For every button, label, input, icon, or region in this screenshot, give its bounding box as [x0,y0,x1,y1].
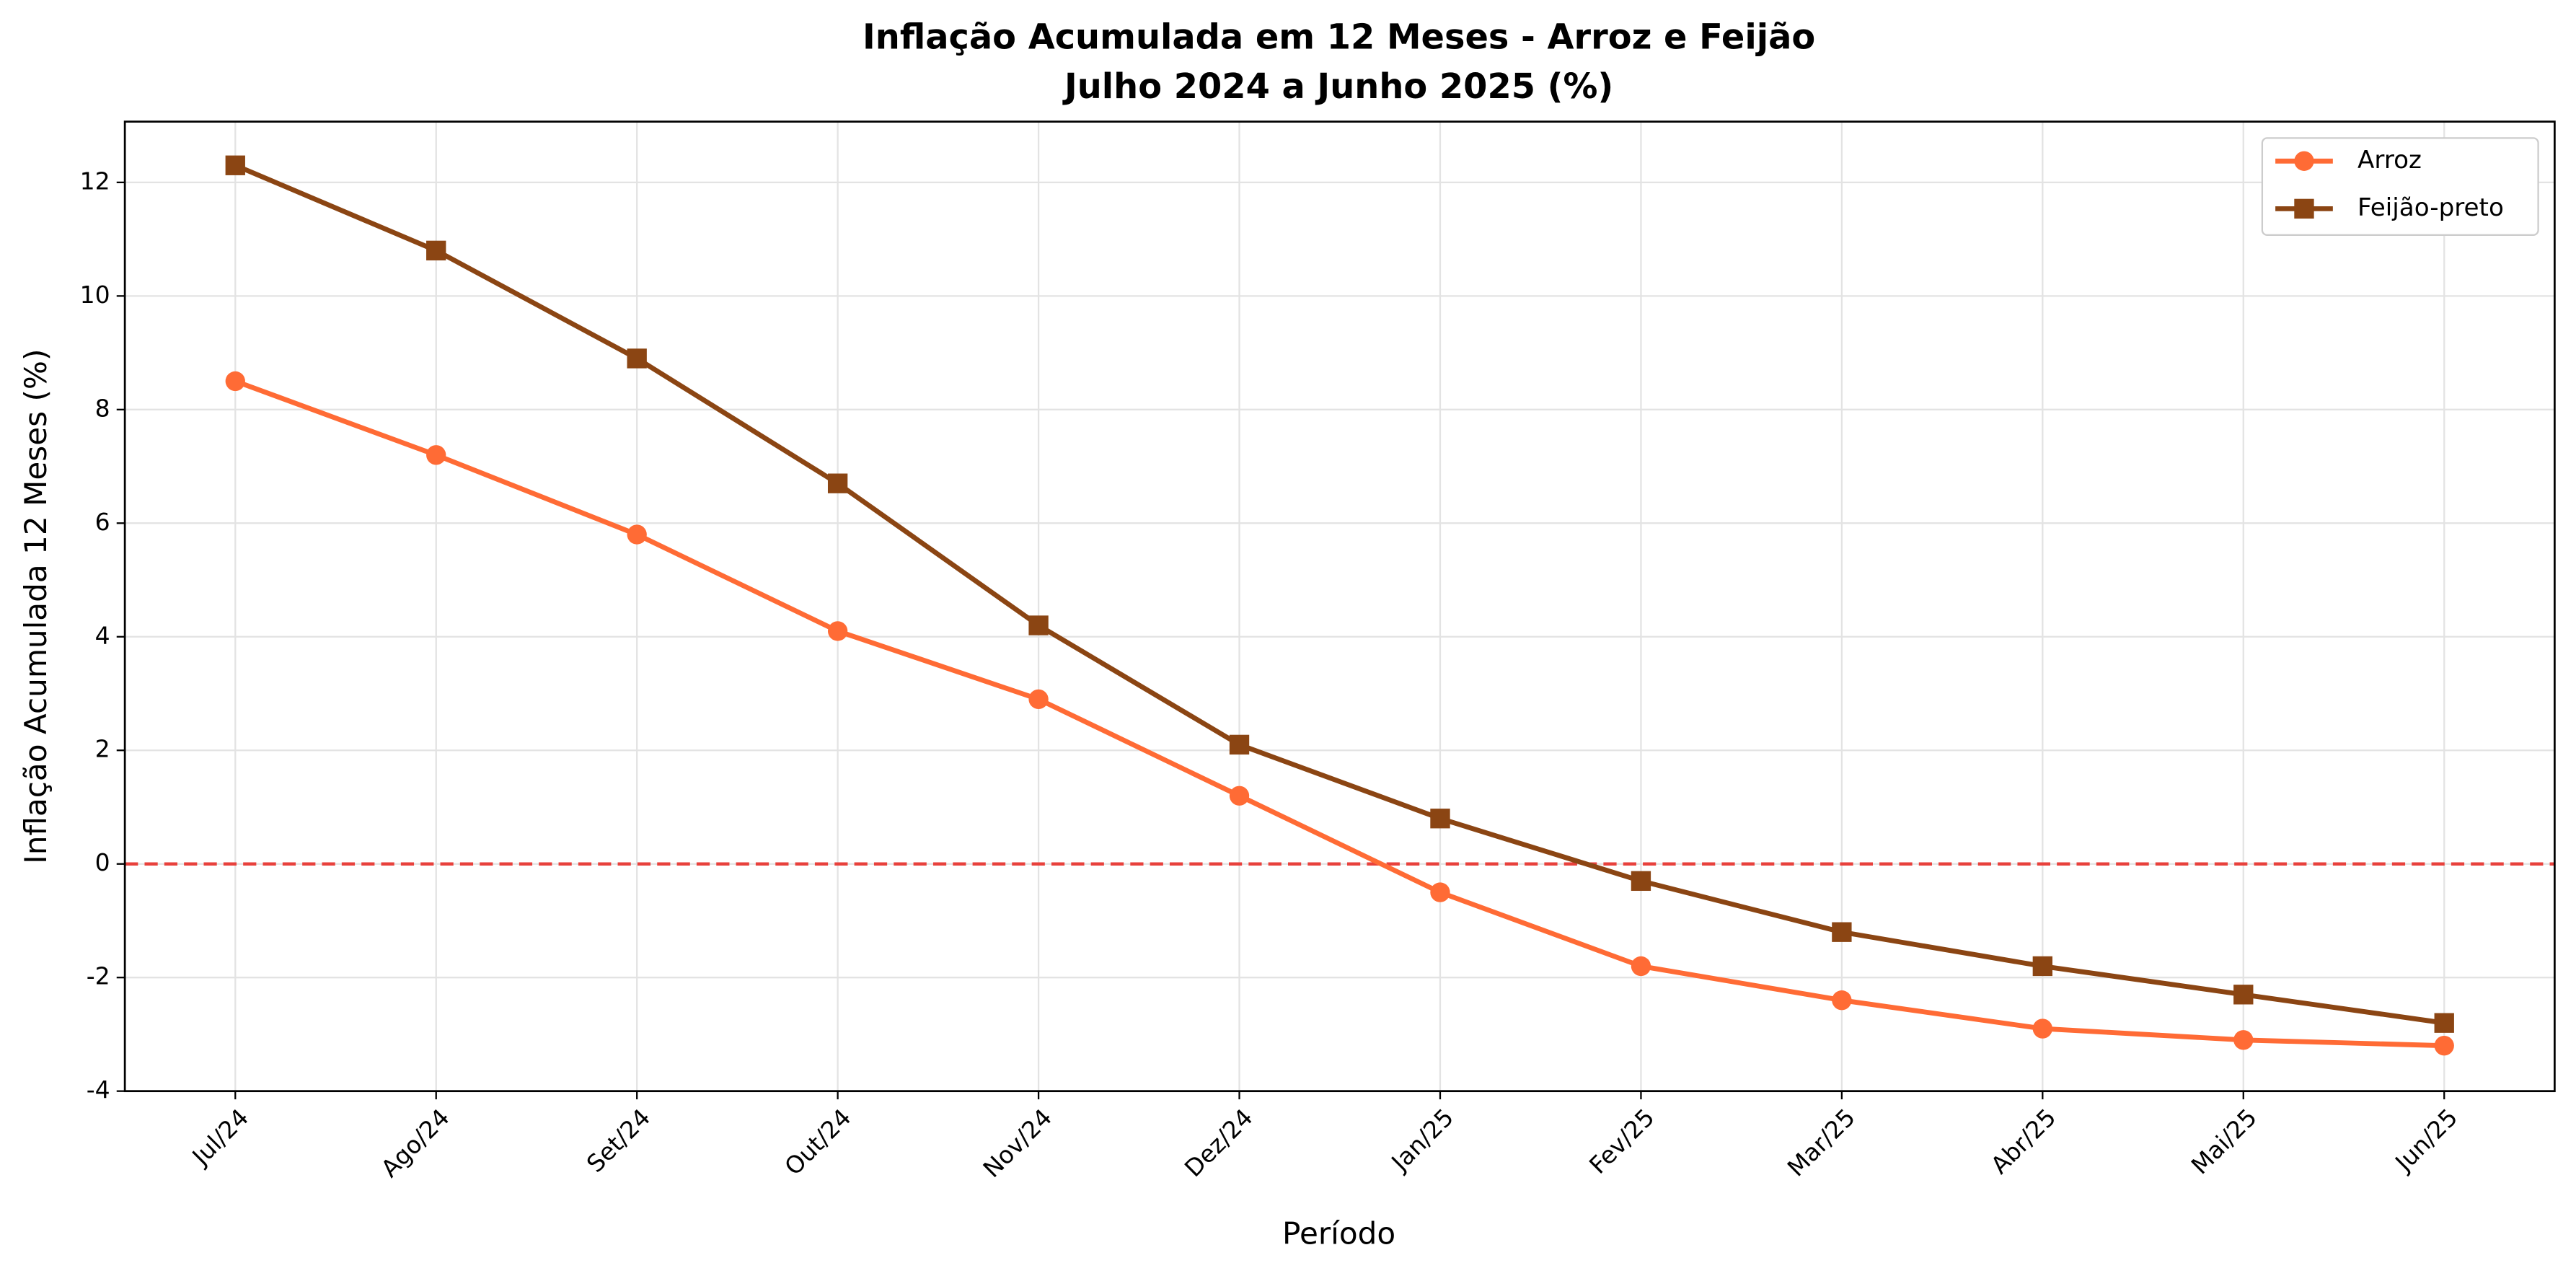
data-point [426,445,446,465]
data-point [1229,734,1250,755]
data-point [2434,1036,2454,1056]
y-tick-label: 8 [95,394,110,422]
data-point [1832,922,1852,942]
y-tick-label: 2 [95,735,110,763]
data-line [234,379,2445,1049]
data-point [2032,1018,2053,1039]
chart-subtitle: Julho 2024 a Junho 2025 (%) [1062,67,1613,107]
data-point [1430,882,1450,902]
data-line [234,163,2445,1026]
y-tick-label: 4 [95,621,110,649]
x-tick-label: Mai/25 [2186,1103,2262,1179]
data-point [1631,956,1651,977]
y-axis-label: Inflação Acumulada 12 Meses (%) [18,349,53,864]
y-tick-label: 6 [95,508,110,536]
data-point [827,473,848,493]
data-point [827,621,848,641]
x-tick-label: Jun/25 [2388,1103,2463,1177]
chart-title: Inflação Acumulada em 12 Meses - Arroz e… [863,18,1815,58]
y-tick-label: 10 [80,281,110,309]
data-point [225,155,245,175]
data-point [1631,871,1651,892]
legend: Arroz Feijão-preto [2261,137,2539,236]
legend-label: Arroz [2357,146,2422,175]
legend-label: Feijão-preto [2357,193,2504,222]
x-tick-label: Jan/25 [1385,1103,1459,1177]
data-point [1028,615,1049,635]
data-point [1430,809,1450,829]
data-point [1229,786,1250,806]
x-axis-label: Período [1282,1216,1395,1251]
y-tick-label: 0 [95,848,110,876]
x-tick-label: Dez/24 [1179,1103,1258,1182]
data-point [2434,1013,2454,1033]
data-point [2233,1030,2254,1050]
data-point [1832,990,1852,1011]
x-tick-label: Jul/24 [186,1103,255,1171]
data-point [627,524,647,545]
plot-frame [123,120,2556,1093]
y-tick-label: -2 [87,962,110,990]
x-tick-label: Nov/24 [977,1103,1057,1183]
y-tick-label: 12 [80,167,110,195]
data-point [426,240,446,261]
x-tick-label: Fev/25 [1584,1103,1659,1179]
legend-marker [2294,198,2314,219]
x-tick-label: Abr/25 [1985,1103,2062,1179]
data-point [2233,985,2254,1005]
x-tick-label: Set/24 [581,1103,656,1177]
data-point [627,348,647,369]
y-tick-label: -4 [87,1075,110,1104]
x-tick-label: Out/24 [779,1103,856,1180]
x-tick-label: Ago/24 [376,1103,455,1182]
data-point [225,371,245,392]
data-point [1028,689,1049,710]
x-tick-label: Mar/25 [1782,1103,1861,1182]
legend-marker [2294,151,2314,171]
data-point [2032,956,2053,977]
